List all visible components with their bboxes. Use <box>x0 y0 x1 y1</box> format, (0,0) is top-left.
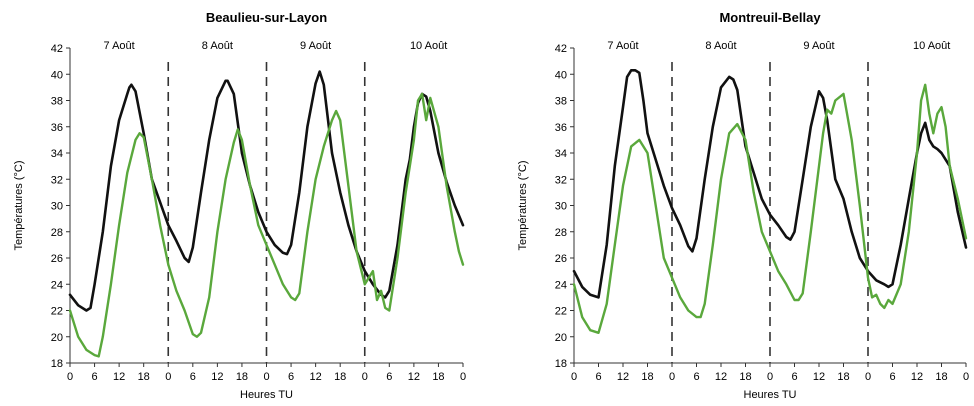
x-tick-label: 18 <box>138 371 150 383</box>
y-tick-label: 32 <box>51 174 63 186</box>
day-label: 7 Août <box>104 40 135 52</box>
day-label: 8 Août <box>202 40 233 52</box>
series-line <box>68 70 465 312</box>
y-tick-label: 20 <box>555 332 567 344</box>
x-tick-label: 0 <box>362 371 368 383</box>
y-tick-label: 28 <box>51 227 63 239</box>
x-tick-label: 0 <box>460 371 466 383</box>
x-tick-label: 0 <box>165 371 171 383</box>
day-label: 10 Août <box>410 40 447 52</box>
x-tick-label: 18 <box>641 371 653 383</box>
x-axis-label: Heures TU <box>744 389 797 401</box>
y-tick-label: 42 <box>51 43 63 55</box>
x-tick-label: 12 <box>113 371 125 383</box>
x-tick-label: 6 <box>791 371 797 383</box>
x-tick-label: 18 <box>935 371 947 383</box>
day-label: 7 Août <box>607 40 638 52</box>
x-tick-label: 18 <box>739 371 751 383</box>
x-tick-label: 0 <box>767 371 773 383</box>
y-tick-label: 34 <box>555 148 567 160</box>
x-tick-label: 0 <box>571 371 577 383</box>
x-tick-label: 18 <box>432 371 444 383</box>
x-tick-label: 0 <box>669 371 675 383</box>
series-line <box>68 92 465 358</box>
x-tick-label: 18 <box>837 371 849 383</box>
day-label: 8 Août <box>705 40 736 52</box>
series-line <box>572 83 968 334</box>
x-tick-label: 12 <box>911 371 923 383</box>
x-tick-label: 6 <box>595 371 601 383</box>
y-axis-label: Températures (°C) <box>13 161 25 251</box>
chart-panel: Beaulieu-sur-Layon 18 20 22 24 26 28 30 32 34 36 38… <box>13 10 466 401</box>
y-tick-label: 26 <box>555 253 567 265</box>
y-tick-label: 38 <box>51 96 63 108</box>
y-tick-label: 30 <box>555 201 567 213</box>
x-tick-label: 6 <box>386 371 392 383</box>
y-tick-label: 18 <box>555 358 567 370</box>
chart-title: Beaulieu-sur-Layon <box>206 10 327 25</box>
chart-title: Montreuil-Bellay <box>719 10 821 25</box>
y-tick-label: 24 <box>555 279 567 291</box>
x-tick-label: 12 <box>715 371 727 383</box>
y-tick-label: 20 <box>51 332 63 344</box>
day-label: 9 Août <box>300 40 331 52</box>
x-tick-label: 12 <box>813 371 825 383</box>
y-tick-label: 40 <box>51 69 63 81</box>
y-tick-label: 24 <box>51 279 63 291</box>
y-tick-label: 28 <box>555 227 567 239</box>
y-tick-label: 38 <box>555 96 567 108</box>
x-tick-label: 0 <box>263 371 269 383</box>
x-tick-label: 6 <box>889 371 895 383</box>
day-label: 10 Août <box>913 40 950 52</box>
y-tick-label: 22 <box>555 306 567 318</box>
chart-panel: Montreuil-Bellay 18 20 22 24 26 28 30 32 34 36 38 40… <box>517 10 969 401</box>
x-tick-label: 6 <box>693 371 699 383</box>
x-tick-label: 12 <box>408 371 420 383</box>
x-tick-label: 12 <box>211 371 223 383</box>
x-tick-label: 0 <box>963 371 969 383</box>
x-tick-label: 0 <box>865 371 871 383</box>
y-tick-label: 22 <box>51 306 63 318</box>
y-tick-label: 26 <box>51 253 63 265</box>
y-axis-label: Températures (°C) <box>517 161 529 251</box>
day-label: 9 Août <box>803 40 834 52</box>
x-tick-label: 18 <box>236 371 248 383</box>
y-tick-label: 32 <box>555 174 567 186</box>
x-tick-label: 6 <box>288 371 294 383</box>
x-tick-label: 12 <box>310 371 322 383</box>
x-tick-label: 6 <box>92 371 98 383</box>
x-tick-label: 12 <box>617 371 629 383</box>
x-tick-label: 6 <box>190 371 196 383</box>
y-tick-label: 30 <box>51 201 63 213</box>
x-axis-label: Heures TU <box>240 389 293 401</box>
y-tick-label: 18 <box>51 358 63 370</box>
x-tick-label: 0 <box>67 371 73 383</box>
y-tick-label: 40 <box>555 69 567 81</box>
x-tick-label: 18 <box>334 371 346 383</box>
y-tick-label: 34 <box>51 148 63 160</box>
y-tick-label: 42 <box>555 43 567 55</box>
y-tick-label: 36 <box>555 122 567 134</box>
y-tick-label: 36 <box>51 122 63 134</box>
